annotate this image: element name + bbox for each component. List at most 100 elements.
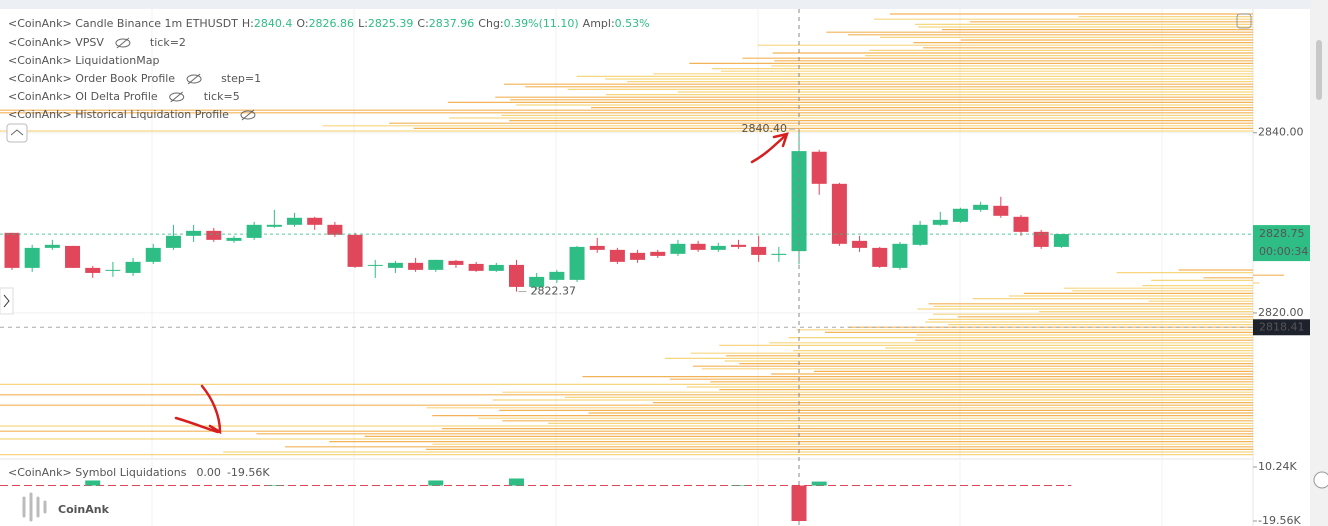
eye-icon xyxy=(240,110,256,120)
candle-body xyxy=(952,208,968,222)
eye-slash xyxy=(170,91,184,103)
candle-body xyxy=(488,264,504,271)
candle-body xyxy=(912,224,928,245)
collapse-button[interactable] xyxy=(6,123,28,143)
eye-slash xyxy=(241,109,255,121)
candle-body xyxy=(549,271,565,280)
candle-body xyxy=(932,219,948,225)
y-tick-label: -19.56K xyxy=(1258,514,1301,526)
candle-body xyxy=(287,217,303,225)
liquidation-bar xyxy=(266,485,282,486)
scrollbar xyxy=(1310,0,1328,526)
eye-icon xyxy=(186,74,202,84)
candle-body xyxy=(125,261,141,273)
candle-body xyxy=(206,230,222,240)
header-field-value: 2840.4 xyxy=(254,17,293,30)
pane-legend-value: 0.00 xyxy=(196,466,221,479)
indicator-param: tick=5 xyxy=(204,90,240,103)
candle-body xyxy=(367,264,383,266)
watermark: CoinAnk xyxy=(58,503,110,516)
candle-body xyxy=(85,267,101,273)
crosshair-price-box xyxy=(1253,319,1310,336)
candle-body xyxy=(670,243,686,254)
last-price-box xyxy=(1253,225,1310,262)
candle-body xyxy=(428,259,444,270)
candle-body xyxy=(710,245,726,250)
low-marker: 2822.37 xyxy=(531,285,577,298)
candle-body xyxy=(751,246,767,255)
candle-body xyxy=(307,217,323,225)
candle-body xyxy=(831,183,847,244)
scroll-thumb[interactable] xyxy=(1316,40,1322,100)
header-title: <CoinAnk> Candle Binance 1m ETHUSDT xyxy=(8,17,238,30)
candle-body xyxy=(1013,216,1029,232)
candle-body xyxy=(327,224,343,235)
pane-title: <CoinAnk> Symbol Liquidations xyxy=(8,466,187,479)
y-tick-label: 2840.00 xyxy=(1258,126,1304,139)
eye-icon xyxy=(115,38,131,48)
header-field-label: O: xyxy=(296,17,308,30)
header-field-value: 0.39%(11.10) xyxy=(504,17,579,30)
eye-slash xyxy=(116,37,130,49)
candle-body xyxy=(4,232,20,268)
settings-button[interactable] xyxy=(1236,13,1252,29)
high-marker: 2840.40 xyxy=(742,122,788,135)
header-field-value: 2826.86 xyxy=(309,17,355,30)
annotation-arrow xyxy=(174,384,222,435)
liquidation-bar xyxy=(791,485,807,521)
candle-body xyxy=(408,262,424,270)
candle-body xyxy=(44,244,60,248)
collapse-icon xyxy=(10,129,24,136)
candle-body xyxy=(266,224,282,227)
indicator-name: <CoinAnk> LiquidationMap xyxy=(8,54,159,67)
indicator-param: step=1 xyxy=(221,72,261,85)
candle-body xyxy=(226,237,242,241)
candle-body xyxy=(630,252,646,260)
candle-body xyxy=(347,234,363,267)
top-strip xyxy=(0,0,1328,9)
candle-body xyxy=(145,247,161,262)
candle-body xyxy=(852,240,868,248)
candle-body xyxy=(387,262,403,268)
countdown: 00:00:34 xyxy=(1259,245,1308,258)
indicator-param: tick=2 xyxy=(150,36,186,49)
header-field-label: Chg: xyxy=(478,17,503,30)
indicator-name: <CoinAnk> OI Delta Profile xyxy=(8,90,158,103)
assistant-icon[interactable] xyxy=(1313,471,1328,489)
header-field-label: Ampl: xyxy=(583,17,615,30)
candle-body xyxy=(811,151,827,184)
header-field-label: L: xyxy=(358,17,368,30)
left-scroll-button[interactable] xyxy=(0,287,14,315)
candle-body xyxy=(872,247,888,267)
header-field-label: H: xyxy=(242,17,254,30)
candle-body xyxy=(771,253,787,255)
candle-body xyxy=(892,243,908,268)
candle-body xyxy=(105,269,121,271)
liquidation-bar xyxy=(428,480,444,486)
candle-body xyxy=(993,205,1009,216)
liquidation-bar xyxy=(85,480,101,486)
candle-body xyxy=(65,245,81,268)
annotation-arrow xyxy=(750,132,789,164)
candle-body xyxy=(24,247,40,268)
indicator-name: <CoinAnk> Historical Liquidation Profile xyxy=(8,108,229,121)
header-field-value: 2825.39 xyxy=(368,17,414,30)
pane-legend-value: -19.56K xyxy=(227,466,270,479)
header-field-value: 2837.96 xyxy=(429,17,475,30)
header-field-label: C: xyxy=(417,17,428,30)
candle-body xyxy=(246,224,262,238)
indicator-name: <CoinAnk> Order Book Profile xyxy=(8,72,175,85)
crosshair-price: 2818.41 xyxy=(1259,320,1305,333)
candle-body xyxy=(186,230,202,236)
liquidation-bar xyxy=(509,478,524,486)
candle-body xyxy=(1033,231,1049,247)
candle-body xyxy=(448,260,464,265)
candle-body xyxy=(650,251,666,256)
main-pane: <CoinAnk> Candle Binance 1m ETHUSDT H:284… xyxy=(0,9,1310,526)
candle-body xyxy=(529,276,545,287)
y-tick-label: 10.24K xyxy=(1258,460,1297,473)
indicator-name: <CoinAnk> VPSV xyxy=(8,36,104,49)
liquidation-bar xyxy=(811,481,827,486)
